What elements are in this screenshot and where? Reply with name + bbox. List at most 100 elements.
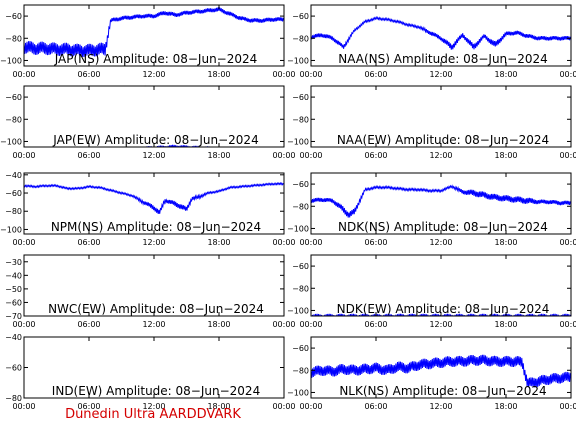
chart-panel-4: −100 −80 −60 00:00 06:00 12:00 18:00 00:00 NAA(E… [287,85,576,160]
y-tick-label: −40 [5,171,22,180]
y-tick-label: −60 [5,93,22,102]
x-tick-label: 18:00 [207,151,230,160]
plot-area [311,15,571,50]
y-tick-label: −40 [5,271,22,280]
x-tick-label: 00:00 [272,402,295,411]
x-tick-label: 00:00 [12,402,35,411]
chart-panel-5: −100 −80 −60 −40 00:00 06:00 12:00 18:00 00:00 NP… [0,171,296,247]
station-credit: Dunedin Ultra AARDDVARK [65,407,241,422]
x-tick-label: 00:00 [559,402,576,411]
y-tick-label: −70 [5,312,22,321]
y-tick-label: −80 [5,207,22,216]
x-tick-label: 18:00 [494,320,517,329]
y-tick-label: −50 [5,285,22,294]
series-trace-1 [24,181,284,215]
y-tick-label: −60 [292,262,309,271]
x-tick-label: 18:00 [494,402,517,411]
y-tick-label: −80 [292,115,309,124]
x-tick-label: 18:00 [207,320,230,329]
series-trace-1 [311,184,571,218]
chart-title: JAP(EW) Amplitude: 08−Jun−2024 [52,133,258,147]
x-tick-label: 12:00 [142,151,165,160]
x-tick-label: 00:00 [559,320,576,329]
y-tick-label: −100 [287,224,309,233]
x-tick-label: 12:00 [429,320,452,329]
y-tick-label: −30 [5,258,22,267]
x-tick-label: 00:00 [299,320,322,329]
x-tick-label: 00:00 [12,320,35,329]
chart-panel-1: −100 −80 −60 00:00 06:00 12:00 18:00 00:00 JAP(N… [0,4,296,79]
x-tick-label: 18:00 [207,70,230,79]
chart-title: NAA(NS) Amplitude: 08−Jun−2024 [338,52,548,66]
x-tick-label: 12:00 [142,238,165,247]
chart-panel-2: −100 −80 −60 00:00 06:00 12:00 18:00 00:00 NAA(N… [287,4,576,79]
y-tick-label: −60 [5,298,22,307]
x-tick-label: 18:00 [494,151,517,160]
chart-title: IND(EW) Amplitude: 08−Jun−2024 [52,384,260,398]
x-tick-label: 12:00 [142,320,165,329]
x-tick-label: 06:00 [77,151,100,160]
x-tick-label: 06:00 [364,320,387,329]
chart-panel-9: −80 −60 −40 00:00 06:00 12:00 18:00 00:00 IND(EW… [5,333,295,411]
x-tick-label: 00:00 [299,151,322,160]
x-tick-label: 12:00 [429,151,452,160]
x-tick-label: 00:00 [299,70,322,79]
x-tick-label: 00:00 [559,70,576,79]
x-tick-label: 06:00 [364,70,387,79]
plot-area [311,354,571,388]
y-tick-label: −40 [5,333,22,342]
x-tick-label: 00:00 [559,151,576,160]
y-tick-label: −100 [287,56,309,65]
x-tick-label: 06:00 [77,320,100,329]
x-tick-label: 00:00 [12,70,35,79]
x-tick-label: 18:00 [494,238,517,247]
x-tick-label: 06:00 [77,70,100,79]
chart-title: NPM(NS) Amplitude: 08−Jun−2024 [51,220,261,234]
chart-panel-8: −100 −80 −60 00:00 06:00 12:00 18:00 00:00 NDK(E… [287,254,576,329]
series-trace-1 [311,15,571,50]
y-tick-label: −80 [5,394,22,403]
x-tick-label: 00:00 [272,320,295,329]
plot-area [24,7,284,58]
y-tick-label: −60 [292,180,309,189]
chart-title: JAP(NS) Amplitude: 08−Jun−2024 [54,52,258,66]
x-tick-label: 18:00 [207,402,230,411]
plot-area [24,181,284,215]
x-tick-label: 00:00 [272,151,295,160]
chart-title: NDK(NS) Amplitude: 08−Jun−2024 [338,220,548,234]
chart-title: NAA(EW) Amplitude: 08−Jun−2024 [337,133,549,147]
x-tick-label: 12:00 [142,402,165,411]
chart-panel-10: −100 −80 −60 00:00 06:00 12:00 18:00 00:00 NLK(N… [287,336,576,411]
y-tick-label: −100 [0,225,22,234]
y-tick-label: −80 [5,115,22,124]
x-tick-label: 12:00 [142,70,165,79]
x-tick-label: 06:00 [364,151,387,160]
x-tick-label: 00:00 [299,402,322,411]
y-tick-label: −60 [292,93,309,102]
x-tick-label: 00:00 [272,238,295,247]
x-tick-label: 12:00 [429,402,452,411]
y-tick-label: −80 [5,34,22,43]
x-tick-label: 12:00 [429,238,452,247]
x-tick-label: 06:00 [77,238,100,247]
chart-title: NLK(NS) Amplitude: 08−Jun−2024 [339,384,546,398]
y-tick-label: −100 [0,137,22,146]
chart-panel-6: −100 −80 −60 00:00 06:00 12:00 18:00 00:00 NDK(N… [287,172,576,247]
x-tick-label: 06:00 [364,402,387,411]
x-tick-label: 06:00 [364,238,387,247]
y-tick-label: −80 [292,34,309,43]
series-trace-1 [311,354,571,388]
chart-panel-3: −100 −80 −60 00:00 06:00 12:00 18:00 00:00 JAP(E… [0,85,296,160]
y-tick-label: −60 [292,12,309,21]
y-tick-label: −60 [292,344,309,353]
x-tick-label: 00:00 [12,151,35,160]
plot-area [311,184,571,218]
chart-panel-7: −70 −60 −50 −40 −30 00:00 06:00 12:00 18:00 00:00… [5,254,296,329]
y-tick-label: −100 [287,306,309,315]
x-tick-label: 00:00 [559,238,576,247]
x-tick-label: 00:00 [12,238,35,247]
series-trace-1 [24,7,284,58]
y-tick-label: −60 [5,12,22,21]
x-tick-label: 06:00 [77,402,100,411]
